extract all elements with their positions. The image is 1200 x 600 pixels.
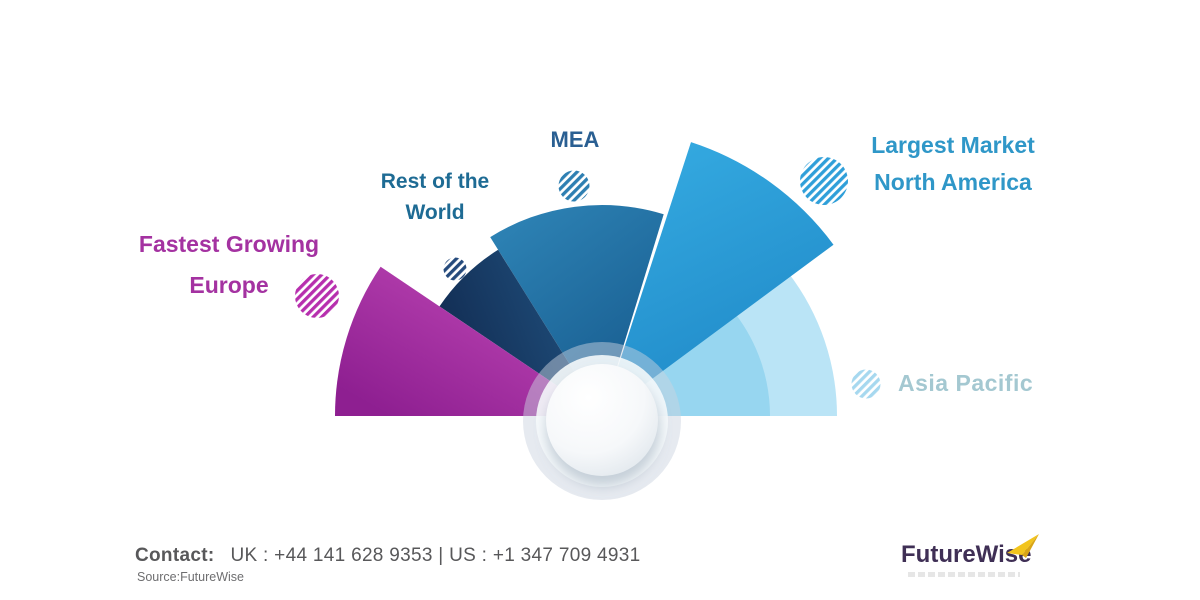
label-europe-name: Europe (189, 272, 269, 298)
dot-rest-of-world (443, 257, 467, 281)
label-north-america-name: North America (874, 169, 1032, 195)
legend-dots-layer (295, 157, 881, 399)
hub-sphere (546, 364, 658, 476)
label-rest-of-world-line1: Rest of the (380, 170, 490, 193)
dot-europe (295, 274, 339, 318)
dot-mea (558, 170, 590, 202)
label-europe: Fastest Growing Europe (109, 231, 349, 298)
logo-text: FutureWise (901, 541, 1032, 568)
dot-north-america (800, 157, 848, 205)
contact-line: Contact: UK : +44 141 628 9353 | US : +1 … (135, 545, 641, 567)
label-rest-of-world-line2: World (405, 201, 465, 224)
logo-tagline-placeholder (908, 572, 1020, 577)
wedge-north-america (602, 142, 834, 416)
paper-plane-icon (1007, 534, 1039, 558)
label-north-america: Largest Market North America (853, 132, 1053, 195)
contact-numbers: UK : +44 141 628 9353 | US : +1 347 709 … (230, 545, 641, 566)
label-rest-of-world: Rest of the World (355, 169, 515, 226)
dot-asia-pacific (851, 369, 881, 399)
contact-label: Contact: (135, 545, 215, 566)
label-asia-pacific: Asia Pacific (898, 370, 1034, 396)
center-hub (523, 342, 681, 500)
label-europe-annotation: Fastest Growing (138, 231, 320, 257)
label-north-america-annotation: Largest Market (871, 132, 1035, 158)
label-mea: MEA (550, 127, 600, 152)
source-line: Source:FutureWise (137, 570, 244, 584)
wedge-mea (490, 204, 664, 416)
futurewise-logo: FutureWise (901, 534, 1071, 577)
wedge-europe (334, 266, 602, 416)
